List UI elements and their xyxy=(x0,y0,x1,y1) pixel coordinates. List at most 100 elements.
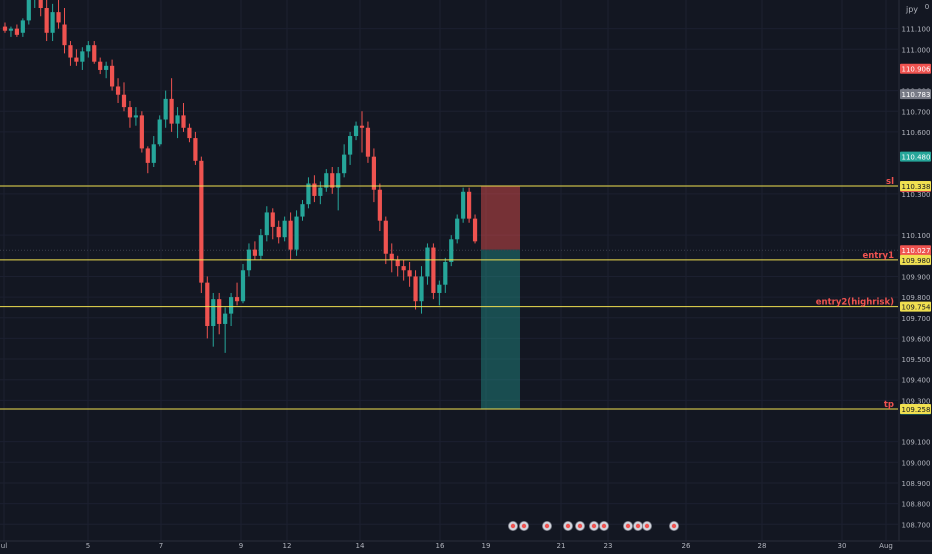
event-flag-icon xyxy=(510,523,516,529)
level-tag-tp-text: 109.258 xyxy=(902,406,931,414)
price-tag xyxy=(900,63,931,74)
candle-body xyxy=(234,297,240,302)
price-tick-label: 108.800 xyxy=(902,501,931,509)
time-tick-label: 28 xyxy=(758,542,767,550)
price-tag-text: 110.480 xyxy=(902,154,931,162)
candle-body xyxy=(86,45,91,52)
candle-body xyxy=(74,57,79,62)
candle-body xyxy=(252,249,257,256)
candle-body xyxy=(383,220,388,254)
level-tag-entry2 xyxy=(900,301,931,312)
price-tag-text: 110.906 xyxy=(902,66,931,74)
candle-body xyxy=(20,20,25,33)
price-tick-label: 108.700 xyxy=(902,521,931,529)
horizontal-levels[interactable]: sl entry1 entry2(highrisk) tp xyxy=(0,177,898,410)
candle-body xyxy=(223,313,228,324)
position-tool[interactable] xyxy=(0,186,898,410)
price-tick-label: 109.600 xyxy=(902,335,931,343)
candle-body xyxy=(26,0,31,21)
event-icons[interactable] xyxy=(507,521,680,532)
candle-body xyxy=(264,212,269,236)
candle-body xyxy=(312,183,317,196)
candle-body xyxy=(175,115,180,124)
price-tick-label: 109.800 xyxy=(902,294,931,302)
time-tick-label: 9 xyxy=(239,542,243,550)
candle-body xyxy=(151,144,156,163)
price-tick-label: 110.700 xyxy=(902,108,931,116)
candle-body xyxy=(359,125,365,128)
candle-body xyxy=(389,253,394,260)
candle-body xyxy=(258,235,263,256)
candle-body xyxy=(342,154,347,174)
event-flag-icon xyxy=(601,523,607,529)
price-tick-label: 109.900 xyxy=(902,273,931,281)
price-tick-label: 108.900 xyxy=(902,480,931,488)
candle-body xyxy=(437,284,442,293)
candle-body xyxy=(270,212,275,227)
price-tick-label: 109.700 xyxy=(902,315,931,323)
candle-body xyxy=(413,276,418,302)
event-flag-icon xyxy=(591,523,597,529)
candle-body xyxy=(115,86,121,95)
symbol-label: jpy xyxy=(905,5,918,14)
time-tick-label: 19 xyxy=(482,542,491,550)
price-tag xyxy=(900,89,931,100)
candle-body xyxy=(38,0,43,9)
corner-mark: 0 xyxy=(925,3,929,11)
price-tick-label: 110.100 xyxy=(902,232,931,240)
price-tick-label: 111.000 xyxy=(902,46,931,54)
candle-body xyxy=(50,12,55,33)
candle-body xyxy=(365,127,371,157)
candle-body xyxy=(205,282,210,327)
candle-body xyxy=(472,218,478,242)
candle-body xyxy=(169,98,174,124)
candle-body xyxy=(211,299,216,327)
stop-zone[interactable] xyxy=(481,186,520,250)
candle-body xyxy=(187,127,192,139)
candle-body xyxy=(318,187,323,196)
price-tick-label: 109.100 xyxy=(902,439,931,447)
candle-body xyxy=(199,160,204,283)
price-axis[interactable]: 111.100111.000110.800110.700110.600110.3… xyxy=(898,0,932,541)
level-tag-entry2-text: 109.754 xyxy=(902,304,931,312)
candle-body xyxy=(229,297,234,314)
level-tag-tp xyxy=(900,404,931,415)
candle-body xyxy=(431,247,436,293)
event-flag-icon xyxy=(544,523,550,529)
candle-body xyxy=(181,115,186,128)
candles xyxy=(2,0,478,353)
price-tick-label: 109.300 xyxy=(902,397,931,405)
candle-body xyxy=(157,119,162,145)
candle-body xyxy=(467,191,472,219)
time-tick-label: 16 xyxy=(436,542,445,550)
event-flag-icon xyxy=(521,523,527,529)
candle-body xyxy=(419,276,424,302)
price-tag xyxy=(900,245,931,256)
candle-body xyxy=(92,45,97,62)
price-tick-label: 109.000 xyxy=(902,459,931,467)
time-tick-label: 21 xyxy=(557,542,566,550)
time-axis[interactable]: ul 5 7 9 12 14 16 19 21 23 26 28 30 Aug xyxy=(0,540,932,550)
target-zone[interactable] xyxy=(481,249,520,410)
time-tick-label: 30 xyxy=(838,542,847,550)
level-tag-entry1-text: 109.980 xyxy=(902,257,931,265)
price-tick-label: 109.400 xyxy=(902,377,931,385)
candle-body xyxy=(449,239,454,262)
time-tick-label: 23 xyxy=(604,542,613,550)
candle-body xyxy=(145,148,150,163)
price-tick-label: 110.600 xyxy=(902,129,931,137)
candle-body xyxy=(44,8,49,33)
event-flag-icon xyxy=(671,523,677,529)
price-tick-label: 109.500 xyxy=(902,356,931,364)
candle-body xyxy=(193,138,198,161)
candle-body xyxy=(401,266,406,271)
price-tag xyxy=(900,151,931,162)
candle-body xyxy=(80,51,85,62)
candle-body xyxy=(455,218,460,240)
candle-body xyxy=(425,247,430,277)
candle-body xyxy=(8,28,14,31)
candle-body xyxy=(443,261,448,285)
